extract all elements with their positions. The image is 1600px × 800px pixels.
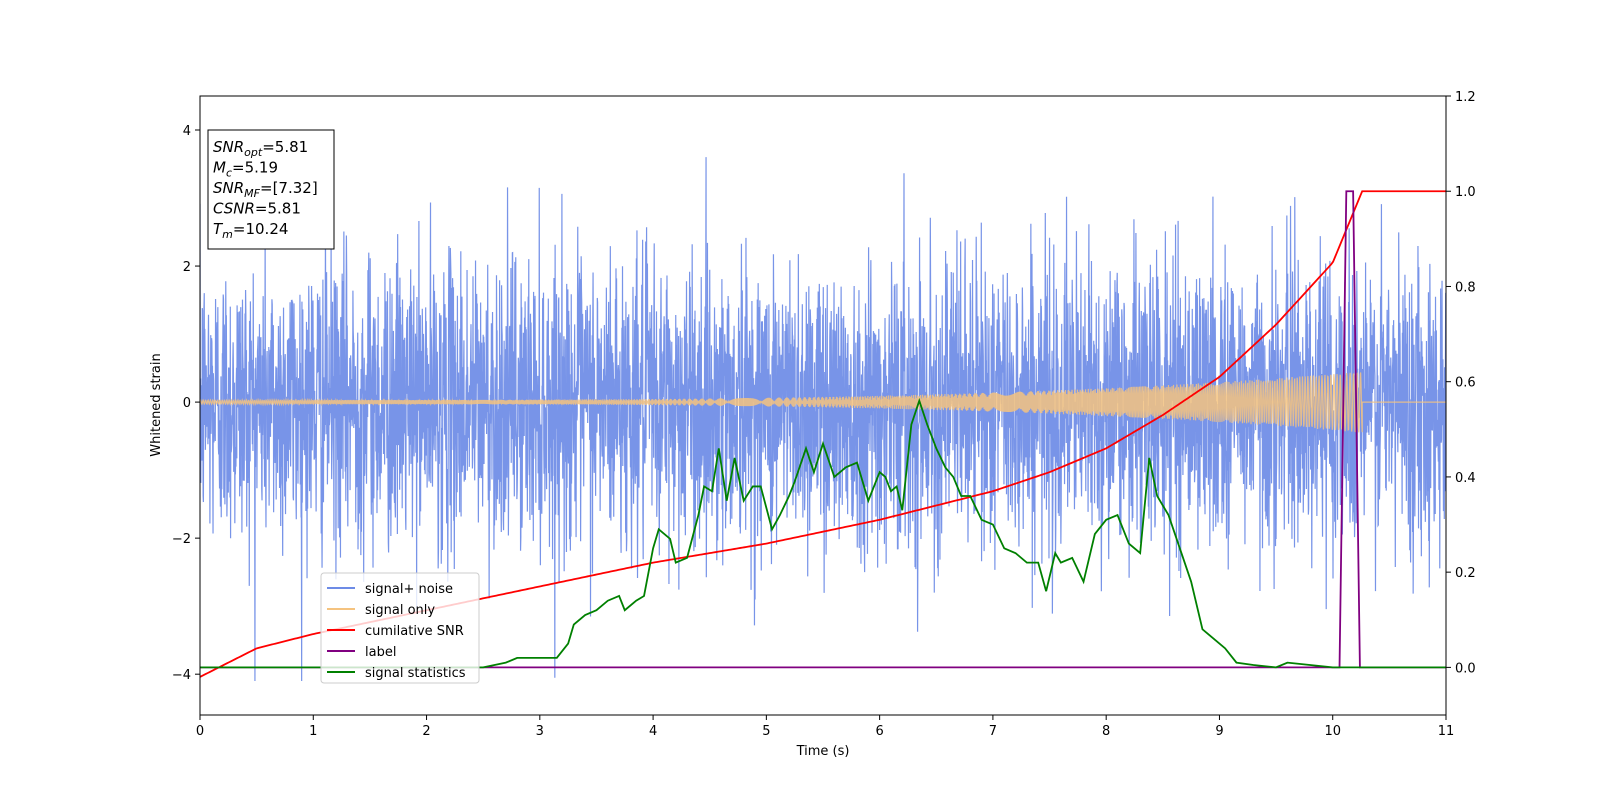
- x-tick-label: 6: [875, 724, 883, 739]
- series-signal-statistics: [200, 397, 1446, 669]
- x-tick-label: 0: [196, 724, 204, 739]
- y-tick-label: −4: [172, 668, 191, 683]
- plot-frame: [199, 95, 1447, 716]
- x-tick-label: 1: [309, 724, 317, 739]
- legend-entry: signal statistics: [365, 666, 466, 681]
- x-tick-label: 9: [1215, 724, 1223, 739]
- x-tick-label: 7: [989, 724, 997, 739]
- y-tick-label: 0: [183, 396, 191, 411]
- y2-tick-label: 0.6: [1455, 376, 1476, 391]
- x-tick-label: 4: [649, 724, 657, 739]
- y-tick-label: 4: [183, 124, 191, 139]
- y2-tick-label: 1.0: [1455, 185, 1476, 200]
- info-box-frame: [207, 129, 335, 250]
- x-tick-label: 3: [536, 724, 544, 739]
- info-box-line: CSNR=5.81: [213, 200, 301, 218]
- y2-tick-label: 0.2: [1455, 566, 1476, 581]
- info-box-line: Mc=5.19: [213, 159, 278, 180]
- series-signal-only: [200, 372, 1446, 433]
- x-tick-label: 8: [1102, 724, 1110, 739]
- x-tick-label: 10: [1324, 724, 1341, 739]
- info-box-line: SNRopt=5.81: [213, 138, 308, 159]
- y-tick-label: 2: [183, 260, 191, 275]
- legend-entry: signal+ noise: [365, 582, 453, 597]
- y-axis-label: Whitened strain: [149, 353, 164, 456]
- legend-entry: label: [365, 645, 396, 660]
- axes-layer: 0 1 2 3 4 5 6 7 8 9 10 11 −4 −2 0 2 4 0.0 0.2 0.4 0.6 0.8 1.0 1…: [172, 90, 1476, 739]
- y2-tick-label: 0.8: [1455, 280, 1476, 295]
- y2-tick-label: 1.2: [1455, 90, 1476, 105]
- y-tick-label: −2: [172, 532, 191, 547]
- legend-entry: signal only: [365, 603, 435, 618]
- x-tick-label: 11: [1438, 724, 1455, 739]
- x-tick-label: 2: [422, 724, 430, 739]
- legend: signal+ noise signal only cumilative SNR la…: [320, 572, 480, 684]
- y2-tick-label: 0.0: [1455, 661, 1476, 676]
- y2-tick-label: 0.4: [1455, 471, 1476, 486]
- x-tick-label: 5: [762, 724, 770, 739]
- legend-frame: [320, 572, 480, 684]
- legend-entry: cumilative SNR: [365, 624, 464, 639]
- x-axis-label: Time (s): [796, 744, 850, 759]
- info-box-line: Tm=10.24: [213, 220, 288, 241]
- info-box-line: SNRMF=[7.32]: [213, 179, 318, 200]
